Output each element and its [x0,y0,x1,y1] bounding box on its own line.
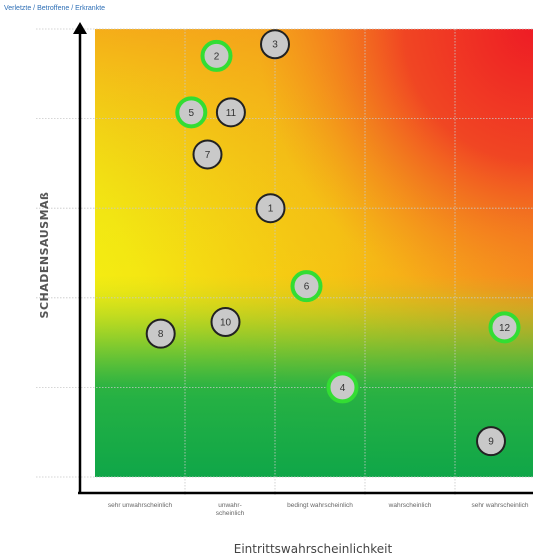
risk-point-7: 7 [192,139,223,170]
risk-gradient-green [95,29,533,477]
risk-point-12: 12 [488,311,521,344]
risk-point-5: 5 [175,96,208,129]
x-category-label: bedingt wahrscheinlich [287,502,353,509]
x-category-label: wahrscheinlich [388,502,432,509]
risk-point-marker [175,96,208,129]
risk-point-label: 6 [304,282,310,293]
risk-point-label: 2 [214,51,220,62]
y-axis-label: SCHADENSAUSMAß [38,192,51,319]
risk-point-label: 9 [488,437,494,448]
risk-point-marker [200,39,233,72]
risk-point-label: 10 [220,317,232,328]
x-category-label: unwahr-scheinlich [216,502,245,517]
risk-point-2: 2 [200,39,233,72]
x-category-label: sehr wahrscheinlich [471,502,528,509]
grid-lines [36,28,533,495]
risk-point-marker [260,29,290,60]
risk-point-8: 8 [145,318,176,349]
risk-point-marker [145,318,176,349]
risk-point-marker [215,97,246,128]
top-caption: Verletzte / Betroffene / Erkrankte [4,5,105,12]
risk-point-marker [476,426,506,457]
risk-point-3: 3 [260,29,290,60]
risk-point-marker [488,311,521,344]
risk-point-label: 8 [158,329,164,340]
risk-point-9: 9 [476,426,506,457]
risk-point-11: 11 [215,97,246,128]
x-category-label: sehr unwahrscheinlich [108,502,173,509]
risk-point-label: 3 [272,40,278,51]
risk-point-label: 11 [226,108,237,119]
risk-point-marker [326,371,359,404]
risk-point-label: 4 [340,383,346,394]
risk-point-label: 1 [268,204,274,215]
y-axis-arrow [73,22,87,34]
risk-point-marker [255,193,286,224]
x-axis-label: Eintrittswahrscheinlichkeit [234,542,393,556]
risk-point-label: 5 [189,108,195,119]
risk-point-marker [210,306,241,337]
risk-point-4: 4 [326,371,359,404]
risk-point-1: 1 [255,193,286,224]
plot-area [95,29,533,477]
axes [73,22,533,495]
x-category-labels: sehr unwahrscheinlich unwahr-scheinlich be… [108,502,529,517]
risk-point-6: 6 [290,270,323,303]
risk-point-label: 7 [205,150,211,161]
risk-point-marker [290,270,323,303]
risk-point-marker [192,139,223,170]
risk-point-10: 10 [210,306,241,337]
risk-point-label: 12 [499,323,511,334]
